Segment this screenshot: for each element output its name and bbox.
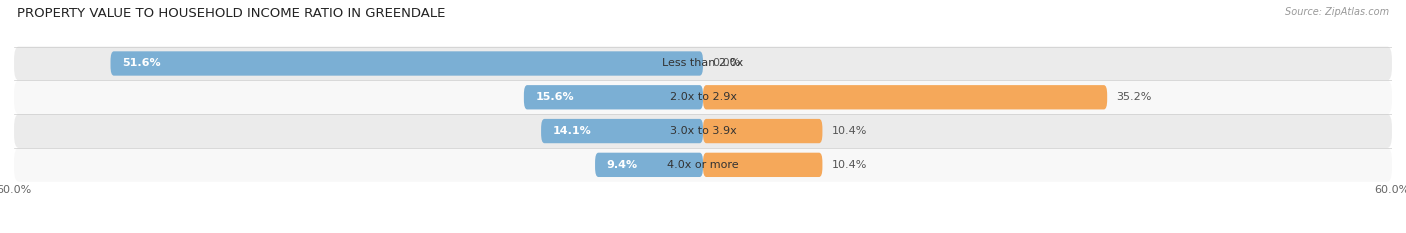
Text: 51.6%: 51.6% — [122, 58, 160, 69]
Text: 0.0%: 0.0% — [713, 58, 741, 69]
Legend: Without Mortgage, With Mortgage: Without Mortgage, With Mortgage — [583, 231, 823, 233]
FancyBboxPatch shape — [14, 114, 1392, 148]
FancyBboxPatch shape — [703, 85, 1107, 110]
FancyBboxPatch shape — [541, 119, 703, 143]
Text: 15.6%: 15.6% — [536, 92, 574, 102]
Text: 10.4%: 10.4% — [831, 126, 868, 136]
Text: 4.0x or more: 4.0x or more — [668, 160, 738, 170]
FancyBboxPatch shape — [524, 85, 703, 110]
FancyBboxPatch shape — [595, 153, 703, 177]
FancyBboxPatch shape — [14, 47, 1392, 80]
Text: 14.1%: 14.1% — [553, 126, 592, 136]
Text: Less than 2.0x: Less than 2.0x — [662, 58, 744, 69]
Text: 3.0x to 3.9x: 3.0x to 3.9x — [669, 126, 737, 136]
Text: 2.0x to 2.9x: 2.0x to 2.9x — [669, 92, 737, 102]
Text: Source: ZipAtlas.com: Source: ZipAtlas.com — [1285, 7, 1389, 17]
Text: 10.4%: 10.4% — [831, 160, 868, 170]
Text: PROPERTY VALUE TO HOUSEHOLD INCOME RATIO IN GREENDALE: PROPERTY VALUE TO HOUSEHOLD INCOME RATIO… — [17, 7, 446, 20]
FancyBboxPatch shape — [14, 80, 1392, 114]
Text: 9.4%: 9.4% — [606, 160, 638, 170]
FancyBboxPatch shape — [111, 51, 703, 76]
Text: 35.2%: 35.2% — [1116, 92, 1152, 102]
FancyBboxPatch shape — [703, 153, 823, 177]
FancyBboxPatch shape — [14, 148, 1392, 182]
FancyBboxPatch shape — [703, 119, 823, 143]
